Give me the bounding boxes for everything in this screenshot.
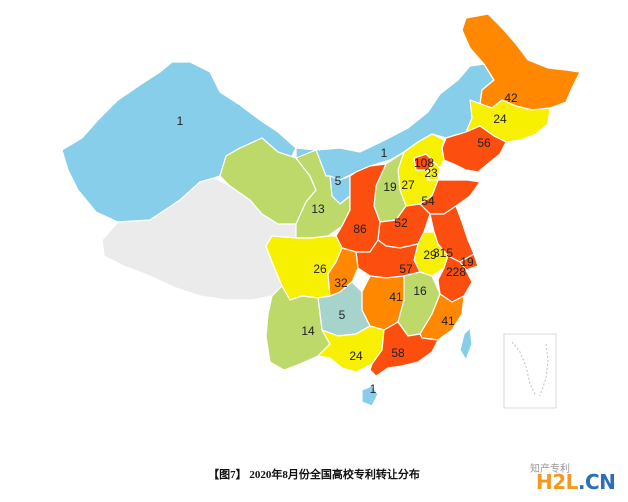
label-heilongjiang: 42	[504, 91, 518, 105]
label-jiangxi: 16	[413, 284, 427, 298]
label-xinjiang: 1	[177, 114, 184, 128]
label-shaanxi: 86	[353, 222, 367, 236]
label-tianjin: 23	[424, 166, 438, 180]
region-zhejiang	[437, 255, 473, 303]
label-shandong: 54	[421, 194, 435, 208]
label-henan: 52	[394, 216, 408, 230]
label-jiangsu: 315	[433, 246, 453, 260]
watermark-text: 知产专利	[530, 464, 570, 475]
label-shanxi: 19	[383, 180, 397, 194]
label-inner-mongolia: 1	[381, 146, 388, 160]
brand-part1: H2L	[536, 470, 578, 494]
brand-logo: H2L.CN	[536, 470, 616, 494]
region-taiwan	[459, 327, 473, 361]
region-guangdong	[369, 321, 439, 377]
value-labels: 1 1 42 24 56 108 23 27 19 5 13 86 54 52 …	[177, 91, 518, 396]
label-guizhou: 5	[339, 308, 346, 322]
label-chongqing: 32	[334, 276, 348, 290]
region-fujian	[419, 293, 465, 341]
label-yunnan: 14	[301, 324, 315, 338]
label-gansu: 13	[311, 202, 325, 216]
map-caption: 【图7】 2020年8月份全国高校专利转让分布	[208, 469, 420, 481]
label-jilin: 24	[493, 112, 507, 126]
label-hunan: 41	[389, 290, 403, 304]
label-sichuan: 26	[313, 262, 327, 276]
label-guangxi: 24	[349, 349, 363, 363]
brand-part2: .CN	[577, 470, 616, 494]
label-beijing: 108	[414, 156, 434, 170]
label-ningxia: 5	[335, 174, 342, 188]
label-hainan: 1	[370, 382, 377, 396]
label-hebei: 27	[401, 178, 415, 192]
label-shanghai: 19	[460, 255, 474, 269]
label-guangdong: 58	[391, 346, 405, 360]
label-hubei: 57	[399, 262, 413, 276]
label-fujian: 41	[441, 314, 455, 328]
region-hainan	[361, 385, 379, 407]
label-anhui: 29	[423, 248, 437, 262]
label-liaoning: 56	[477, 136, 491, 150]
south-china-sea-inset	[503, 333, 557, 409]
label-zhejiang: 228	[446, 265, 466, 279]
